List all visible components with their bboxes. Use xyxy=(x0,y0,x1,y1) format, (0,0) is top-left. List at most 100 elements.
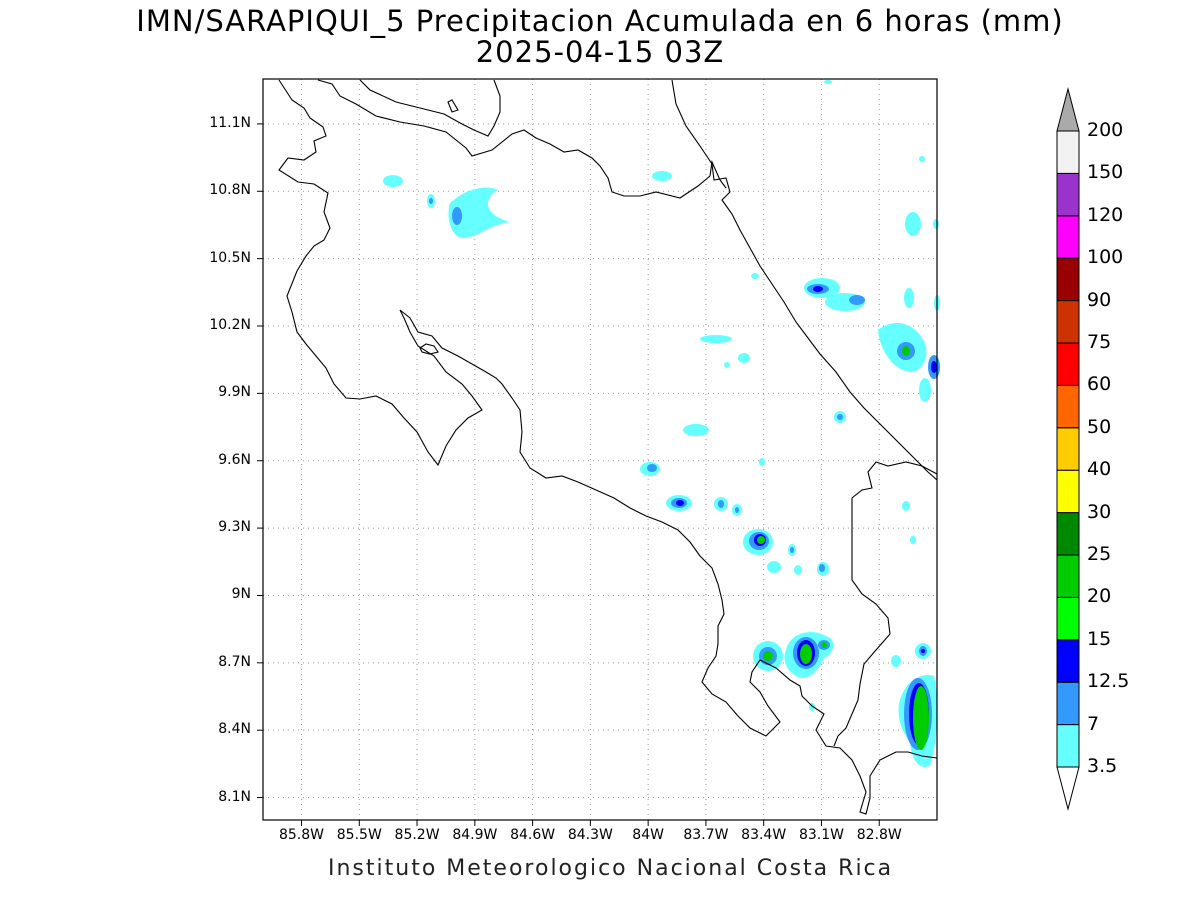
colorbar-label: 25 xyxy=(1087,543,1112,565)
precip-area xyxy=(919,156,925,162)
colorbar-box xyxy=(1056,427,1080,471)
lat-tick-label: 9.9N xyxy=(218,384,251,401)
lat-tick-label: 9.6N xyxy=(218,451,251,468)
colorbar-box xyxy=(1056,554,1080,598)
colorbar-label: 75 xyxy=(1087,331,1112,353)
colorbar-under-triangle xyxy=(1056,766,1080,811)
nicoya-inlet xyxy=(419,343,439,355)
precip-area xyxy=(813,286,823,292)
colorbar xyxy=(1056,87,1080,811)
border-south xyxy=(833,461,938,747)
colorbar-box xyxy=(1056,342,1080,386)
precip-area xyxy=(902,501,910,511)
colorbar-box xyxy=(1056,384,1080,429)
lon-tick-label: 85.2W xyxy=(394,827,440,843)
precip-area xyxy=(931,361,937,373)
lat-tick-label: 9.3N xyxy=(218,519,251,536)
footer-credit: Instituto Meteorologico Nacional Costa R… xyxy=(328,856,894,881)
colorbar-box xyxy=(1056,724,1080,768)
lon-tick-label: 85.8W xyxy=(278,827,324,843)
lon-tick-label: 84.9W xyxy=(452,827,498,843)
nicaragua-lake-shore xyxy=(359,79,501,137)
colorbar-box xyxy=(1056,130,1080,174)
colorbar-label: 60 xyxy=(1087,373,1112,396)
colorbar-box xyxy=(1056,469,1080,514)
pacific-coast xyxy=(278,79,938,815)
precip-area xyxy=(910,536,916,544)
colorbar-box xyxy=(1056,639,1080,683)
precip-area xyxy=(751,273,759,279)
precip-area xyxy=(921,649,925,653)
precip-area xyxy=(738,353,750,363)
precip-area xyxy=(383,175,403,187)
precip-area xyxy=(905,212,921,236)
lon-tick-label: 84.3W xyxy=(567,827,613,843)
precip-area xyxy=(763,651,773,661)
lon-tick-label: 85.5W xyxy=(336,827,382,843)
colorbar-label: 100 xyxy=(1087,246,1124,269)
precip-area xyxy=(794,565,802,575)
colorbar-box xyxy=(1056,300,1080,344)
precip-area xyxy=(676,500,684,506)
graticule xyxy=(263,79,937,820)
colorbar-over-triangle xyxy=(1056,87,1080,132)
lat-tick-label: 11.1N xyxy=(209,114,251,131)
colorbar-label: 150 xyxy=(1087,161,1124,184)
colorbar-label: 3.5 xyxy=(1087,755,1118,777)
colorbar-label: 7 xyxy=(1087,712,1100,735)
island xyxy=(447,99,459,113)
colorbar-label: 200 xyxy=(1087,119,1124,141)
lon-tick-label: 82.8W xyxy=(856,827,902,843)
precip-area xyxy=(891,655,901,667)
lat-tick-label: 8.1N xyxy=(218,788,251,805)
precip-area xyxy=(790,547,794,553)
precip-area xyxy=(849,295,865,305)
precip-area xyxy=(837,414,843,420)
colorbar-label: 40 xyxy=(1087,458,1112,481)
colorbar-box xyxy=(1056,215,1080,259)
lon-tick-label: 84.6W xyxy=(510,827,556,843)
lon-tick-label: 83.7W xyxy=(683,827,729,843)
precip-area xyxy=(767,561,781,573)
coastlines xyxy=(278,79,938,815)
lon-tick-label: 83.1W xyxy=(798,827,844,843)
precip-area xyxy=(735,507,739,513)
precip-area xyxy=(904,288,914,308)
colorbar-label: 20 xyxy=(1087,585,1112,608)
precip-area xyxy=(700,335,732,343)
colorbar-box xyxy=(1056,596,1080,641)
precip-area xyxy=(647,464,657,472)
precip-area xyxy=(913,686,929,750)
colorbar-label: 15 xyxy=(1087,627,1112,650)
precip-area xyxy=(824,80,832,84)
precip-area xyxy=(821,642,827,648)
map-title: IMN/SARAPIQUI_5 Precipitacion Acumulada … xyxy=(136,4,1064,38)
precip-area xyxy=(683,424,709,436)
lat-tick-label: 10.2N xyxy=(209,317,251,333)
map-frame xyxy=(262,78,938,821)
lat-tick-label: 8.7N xyxy=(218,653,251,670)
colorbar-label: 120 xyxy=(1087,203,1124,226)
precip-area xyxy=(800,644,812,664)
colorbar-box xyxy=(1056,512,1080,556)
precip-area xyxy=(452,207,462,225)
precip-area xyxy=(819,564,825,572)
lon-tick-label: 84W xyxy=(632,827,664,843)
precip-area xyxy=(902,346,910,356)
precip-area xyxy=(652,171,672,181)
precip-area xyxy=(757,536,765,544)
precip-area xyxy=(759,458,765,466)
lat-tick-label: 8.4N xyxy=(218,721,251,738)
precipitation-areas xyxy=(383,80,940,767)
lat-tick-label: 9N xyxy=(231,586,251,603)
colorbar-label: 90 xyxy=(1087,288,1112,311)
colorbar-label: 12.5 xyxy=(1087,670,1130,693)
caribbean-coast xyxy=(671,79,938,481)
colorbar-box xyxy=(1056,681,1080,726)
border-north xyxy=(317,79,727,199)
precip-area xyxy=(933,219,939,229)
lat-tick-label: 10.8N xyxy=(209,182,251,199)
precip-area xyxy=(919,378,931,402)
colorbar-box xyxy=(1056,257,1080,302)
